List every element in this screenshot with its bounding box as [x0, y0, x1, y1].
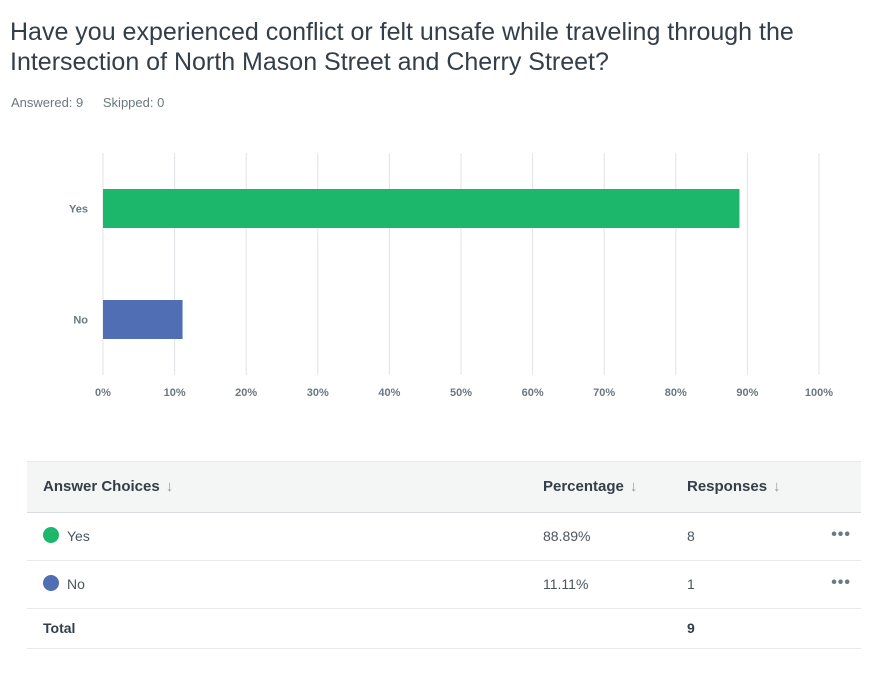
answer-choices-header[interactable]: Answer Choices ↓ — [43, 478, 174, 495]
category-label: No — [73, 315, 88, 327]
answer-choice: Yes — [43, 513, 90, 560]
more-options-icon[interactable]: ••• — [831, 526, 851, 543]
category-label: Yes — [69, 204, 88, 216]
x-tick-label: 90% — [736, 387, 758, 399]
bar-chart: 0% 10% 20% 30% 40% 50% 60% 70% 80% 90% 100% Yes No — [69, 153, 833, 399]
bar-yes[interactable] — [103, 189, 740, 228]
total-label: Total — [43, 620, 76, 636]
legend-dot-yes — [43, 527, 59, 544]
total-responses: 9 — [687, 620, 695, 636]
question-title: Have you experienced conflict or felt un… — [10, 18, 794, 76]
skipped-count: Skipped: 0 — [102, 95, 165, 110]
arrow-down-icon: ↓ — [165, 478, 174, 495]
percentage-value: 11.11% — [543, 576, 589, 592]
x-tick-label: 50% — [450, 387, 472, 399]
answer-choice: No — [43, 561, 85, 608]
responses-value: 1 — [687, 576, 695, 592]
x-tick-label: 30% — [307, 387, 329, 399]
percentage-header[interactable]: Percentage ↓ — [543, 478, 638, 495]
responses-header[interactable]: Responses ↓ — [687, 478, 781, 495]
x-tick-label: 70% — [593, 387, 615, 399]
x-tick-label: 10% — [164, 387, 186, 399]
table-row: No 11.11% 1 ••• — [27, 561, 861, 609]
total-row: Total 9 — [27, 609, 861, 649]
response-stats: Answered: 9 Skipped: 0 — [11, 95, 164, 110]
arrow-down-icon: ↓ — [629, 478, 638, 495]
responses-value: 8 — [687, 528, 695, 544]
table-row: Yes 88.89% 8 ••• — [27, 513, 861, 561]
more-options-icon[interactable]: ••• — [831, 574, 851, 591]
x-tick-label: 40% — [378, 387, 400, 399]
x-tick-label: 80% — [665, 387, 687, 399]
x-tick-label: 60% — [522, 387, 544, 399]
table-header: Answer Choices ↓ Percentage ↓ Responses ↓ — [27, 461, 861, 513]
x-tick-label: 0% — [95, 387, 111, 399]
x-tick-label: 100% — [805, 387, 833, 399]
percentage-value: 88.89% — [543, 528, 591, 544]
arrow-down-icon: ↓ — [773, 478, 781, 495]
x-tick-label: 20% — [235, 387, 257, 399]
answer-table: Answer Choices ↓ Percentage ↓ Responses ↓ Y… — [27, 461, 861, 649]
answered-count: Answered: 9 — [11, 95, 84, 110]
bar-no[interactable] — [103, 300, 183, 339]
legend-dot-no — [43, 575, 59, 592]
